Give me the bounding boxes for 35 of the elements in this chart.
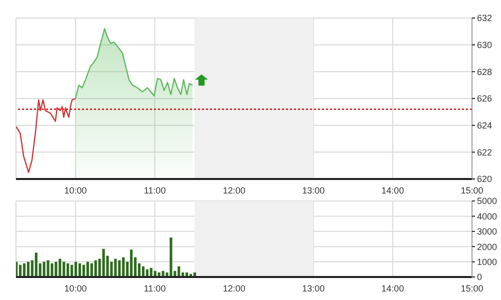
y-tick-label: 632	[477, 13, 492, 24]
x-tick-label: 11:00	[144, 283, 166, 294]
x-tick-label: 11:00	[144, 185, 166, 196]
x-tick-label: 12:00	[222, 283, 246, 294]
x-tick-label: 10:00	[64, 185, 87, 196]
x-tick-label: 13:00	[302, 185, 325, 196]
line-series	[16, 98, 76, 173]
y-tick-label: 2000	[477, 242, 498, 252]
x-tick-label: 14:00	[381, 283, 404, 294]
bar	[46, 260, 50, 277]
y-tick-label: 1000	[477, 256, 498, 267]
x-tick-label: 15:00	[460, 283, 484, 294]
bar	[34, 252, 38, 277]
y-tick-label: 0	[477, 272, 482, 282]
y-tick-label: 4000	[477, 211, 498, 222]
x-tick-label: 13:00	[302, 283, 325, 294]
bar	[122, 257, 125, 277]
y-tick-label: 3000	[477, 226, 498, 237]
y-tick-label: 622	[477, 147, 492, 158]
x-tick-label: 10:00	[64, 283, 87, 294]
x-tick-label: 14:00	[381, 185, 404, 196]
bar	[54, 262, 58, 277]
bar	[50, 263, 54, 277]
x-tick-label: 12:00	[222, 185, 246, 196]
y-tick-label: 628	[477, 66, 492, 77]
x-tick-label: 15:00	[460, 185, 484, 196]
y-tick-label: 5000	[477, 196, 498, 206]
y-tick-label: 620	[477, 174, 492, 184]
bar	[102, 248, 105, 277]
y-tick-label: 630	[477, 40, 492, 50]
bar	[170, 237, 172, 277]
bar	[130, 250, 133, 277]
y-tick-label: 624	[477, 120, 492, 131]
y-tick-label: 626	[477, 94, 492, 104]
bar	[162, 270, 164, 277]
